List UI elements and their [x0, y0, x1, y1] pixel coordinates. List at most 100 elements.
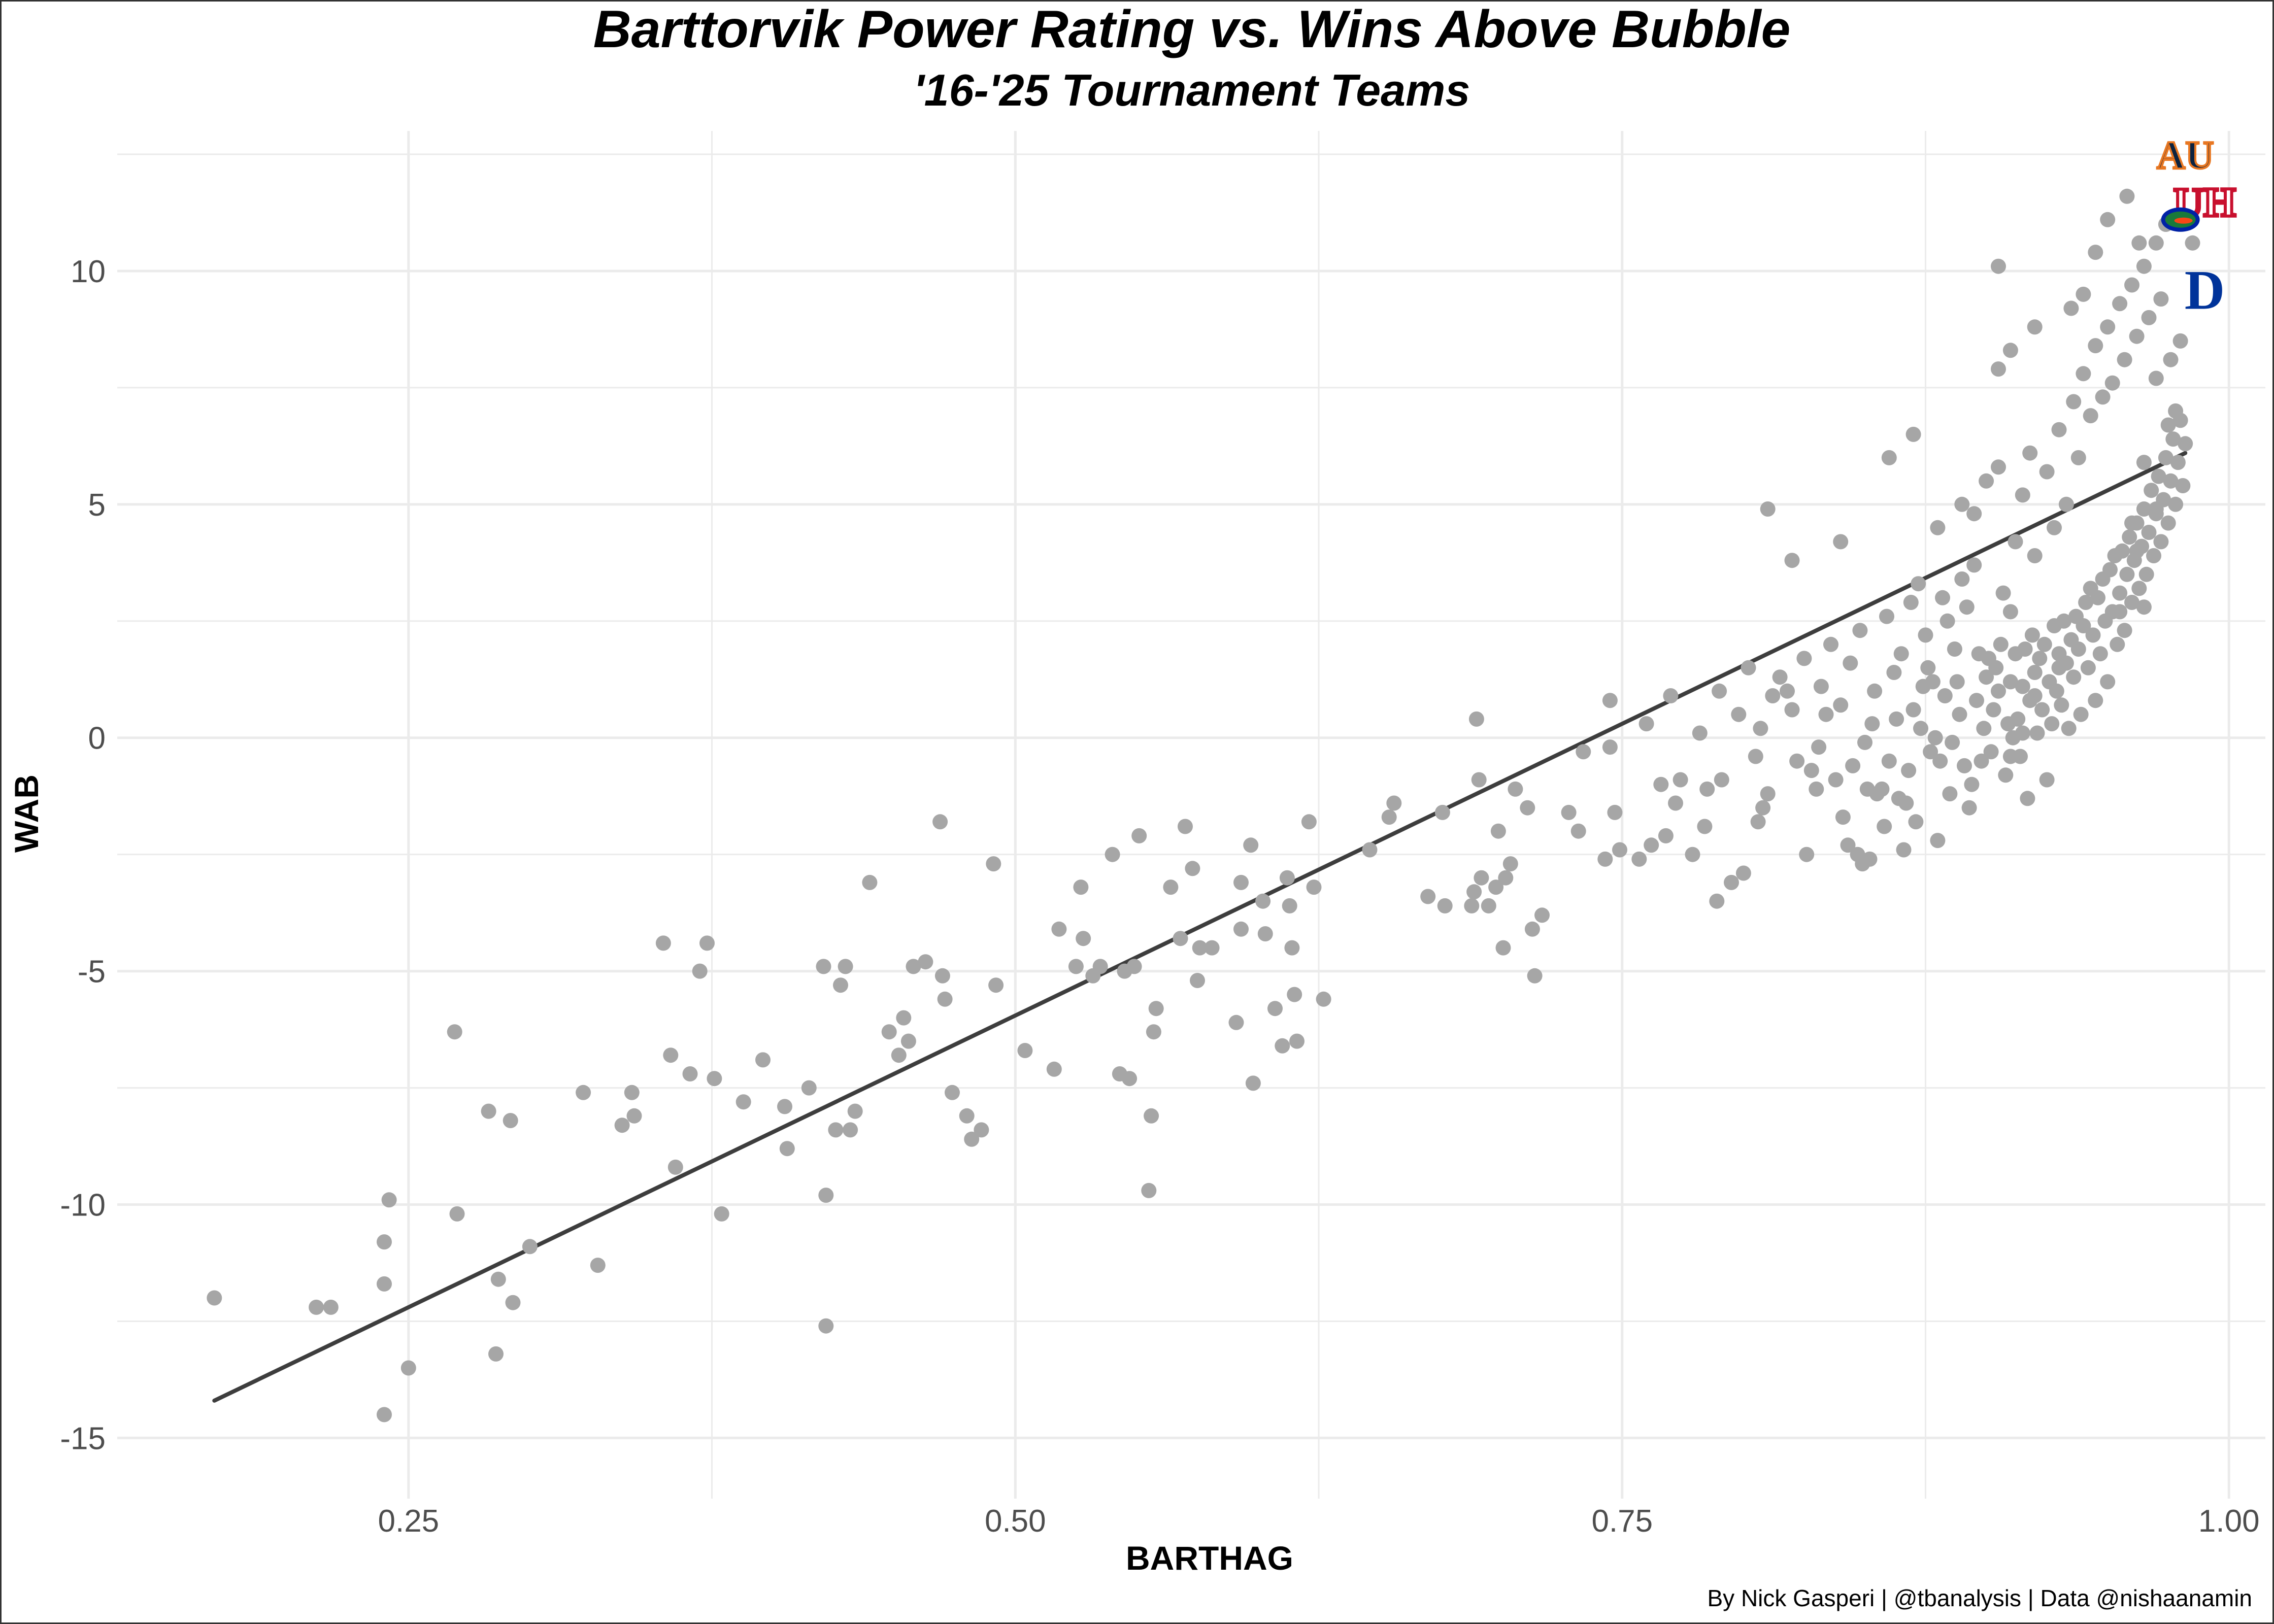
- data-point: [614, 1118, 630, 1133]
- data-point: [1464, 898, 1480, 913]
- data-point: [1534, 907, 1550, 923]
- data-point: [1255, 893, 1271, 909]
- data-point: [2129, 328, 2145, 344]
- data-point: [1877, 819, 1892, 834]
- data-point: [2022, 445, 2038, 461]
- data-point: [1612, 842, 1627, 858]
- data-point: [1126, 959, 1142, 974]
- data-point: [1257, 926, 1273, 941]
- data-point: [1243, 837, 1259, 853]
- data-point: [1784, 553, 1800, 568]
- data-point: [1935, 590, 1950, 605]
- data-point: [1068, 959, 1084, 974]
- data-point: [2029, 725, 2045, 741]
- data-point: [1753, 721, 1768, 736]
- data-point: [1699, 781, 1715, 797]
- data-point: [1932, 753, 1948, 769]
- x-tick-label: 0.50: [985, 1504, 1046, 1539]
- x-tick-label: 0.75: [1591, 1504, 1653, 1539]
- data-point: [2039, 464, 2055, 480]
- y-tick-label: 5: [88, 488, 106, 523]
- data-point: [1974, 753, 1989, 769]
- data-point: [1828, 772, 1844, 788]
- data-point: [1896, 842, 1912, 858]
- data-point: [655, 935, 671, 951]
- y-tick-label: -10: [60, 1188, 106, 1223]
- data-point: [2054, 697, 2069, 713]
- data-point: [1893, 646, 1909, 662]
- data-point: [1495, 940, 1511, 956]
- data-point: [2100, 319, 2116, 335]
- data-point: [2144, 483, 2159, 498]
- data-point: [503, 1113, 518, 1128]
- data-point: [2124, 595, 2139, 610]
- data-point: [833, 977, 848, 993]
- data-point: [522, 1239, 538, 1255]
- data-point: [2178, 436, 2193, 452]
- data-point: [2112, 296, 2128, 312]
- data-point: [1765, 688, 1781, 703]
- data-point: [988, 977, 1004, 993]
- data-point: [1954, 571, 1970, 587]
- data-point: [626, 1108, 642, 1124]
- data-point: [2073, 706, 2089, 722]
- data-point: [2170, 455, 2186, 470]
- data-point: [1204, 940, 1220, 956]
- y-axis-title: WAB: [8, 774, 45, 853]
- data-point: [714, 1206, 729, 1222]
- data-point: [1653, 776, 1669, 792]
- y-tick-label: -5: [78, 955, 106, 990]
- data-point: [2002, 604, 2018, 620]
- data-point: [667, 1159, 683, 1175]
- data-point: [1731, 706, 1747, 722]
- data-point: [862, 874, 878, 890]
- data-point: [1750, 814, 1766, 830]
- data-point: [1185, 861, 1200, 876]
- data-point: [1988, 660, 2004, 675]
- data-point: [1918, 627, 1933, 643]
- data-point: [891, 1047, 907, 1063]
- data-point: [1799, 847, 1815, 862]
- data-point: [1979, 473, 1994, 489]
- data-point: [1930, 520, 1946, 535]
- data-point: [986, 856, 1001, 872]
- data-point: [1966, 557, 1982, 573]
- data-point: [974, 1122, 989, 1138]
- chart-title: Barttorvik Power Rating vs. Wins Above B…: [593, 2, 1791, 59]
- data-point: [2138, 566, 2154, 582]
- data-point: [1954, 496, 1970, 512]
- data-point: [1803, 763, 1819, 779]
- data-point: [1434, 804, 1450, 820]
- data-point: [2117, 623, 2132, 638]
- data-point: [1498, 870, 1514, 886]
- data-point: [699, 935, 715, 951]
- trend-line: [212, 451, 2188, 1403]
- data-point: [1724, 874, 1739, 890]
- data-point: [1843, 655, 1858, 671]
- data-point: [847, 1103, 863, 1119]
- data-point: [1122, 1071, 1138, 1087]
- data-point: [816, 959, 831, 974]
- data-point: [692, 963, 708, 979]
- data-point: [2017, 641, 2033, 657]
- data-point: [896, 1010, 912, 1026]
- data-point: [2136, 501, 2152, 517]
- data-point: [2100, 674, 2116, 690]
- data-point: [447, 1024, 462, 1040]
- data-point: [1709, 893, 1725, 909]
- data-point: [1835, 809, 1851, 825]
- data-point: [1508, 781, 1523, 797]
- y-tick-label: -15: [60, 1421, 106, 1456]
- data-point: [2024, 627, 2040, 643]
- data-point: [1178, 819, 1193, 834]
- data-point: [2136, 599, 2152, 615]
- data-point: [1911, 576, 1926, 592]
- data-point: [2160, 515, 2176, 531]
- data-point: [1735, 865, 1751, 881]
- data-point: [663, 1047, 679, 1063]
- data-point: [1983, 744, 1999, 760]
- data-point: [1964, 776, 1980, 792]
- data-point: [490, 1271, 506, 1287]
- data-point: [1046, 1061, 1062, 1077]
- data-point: [1886, 665, 1902, 680]
